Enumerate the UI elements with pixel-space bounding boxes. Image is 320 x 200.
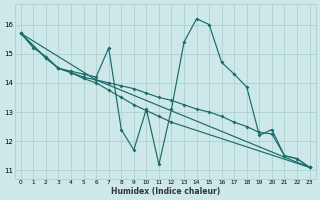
X-axis label: Humidex (Indice chaleur): Humidex (Indice chaleur)	[111, 187, 220, 196]
